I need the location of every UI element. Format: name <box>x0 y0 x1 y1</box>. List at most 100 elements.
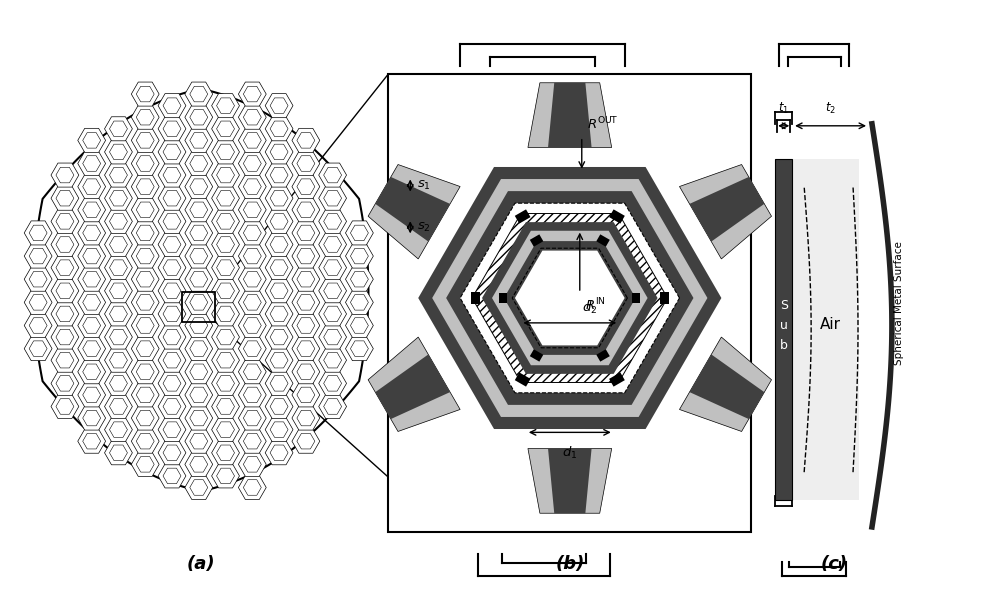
Text: b: b <box>780 339 788 352</box>
Polygon shape <box>105 233 132 256</box>
Polygon shape <box>292 174 320 199</box>
Polygon shape <box>319 278 347 303</box>
Polygon shape <box>105 117 132 141</box>
Polygon shape <box>238 314 266 337</box>
Text: $s_2$: $s_2$ <box>417 221 431 234</box>
Polygon shape <box>319 233 347 256</box>
Polygon shape <box>265 348 293 372</box>
Polygon shape <box>212 186 239 210</box>
Polygon shape <box>265 256 293 280</box>
Polygon shape <box>292 244 320 268</box>
Polygon shape <box>212 233 239 256</box>
Polygon shape <box>690 355 764 419</box>
Polygon shape <box>212 302 239 326</box>
Polygon shape <box>185 429 213 453</box>
Polygon shape <box>292 152 320 176</box>
Polygon shape <box>51 371 79 395</box>
Polygon shape <box>78 221 106 245</box>
Polygon shape <box>185 267 213 291</box>
Polygon shape <box>131 406 159 430</box>
Polygon shape <box>24 221 52 245</box>
Text: $d_1$: $d_1$ <box>562 445 578 461</box>
Polygon shape <box>131 383 159 407</box>
Polygon shape <box>51 163 79 187</box>
Polygon shape <box>265 233 293 256</box>
Polygon shape <box>105 256 132 280</box>
Polygon shape <box>105 140 132 164</box>
Polygon shape <box>265 163 293 187</box>
Polygon shape <box>319 302 347 326</box>
Text: u: u <box>780 320 788 333</box>
Polygon shape <box>105 418 132 441</box>
Polygon shape <box>185 105 213 129</box>
Text: $R^{\rm IN}$: $R^{\rm IN}$ <box>585 297 606 314</box>
Polygon shape <box>105 163 132 187</box>
Polygon shape <box>212 209 239 233</box>
Polygon shape <box>158 464 186 488</box>
Polygon shape <box>632 293 640 303</box>
Polygon shape <box>460 203 680 393</box>
Polygon shape <box>212 371 239 395</box>
Polygon shape <box>24 290 52 314</box>
Text: Spherical Metal Surface: Spherical Metal Surface <box>894 241 904 365</box>
Polygon shape <box>158 140 186 164</box>
Polygon shape <box>528 83 612 148</box>
Polygon shape <box>51 394 79 418</box>
Polygon shape <box>158 302 186 326</box>
Polygon shape <box>319 348 347 372</box>
Polygon shape <box>185 174 213 199</box>
Text: $s_1$: $s_1$ <box>417 179 431 192</box>
Polygon shape <box>185 290 213 314</box>
Polygon shape <box>238 174 266 199</box>
Polygon shape <box>319 209 347 233</box>
Polygon shape <box>185 337 213 361</box>
Polygon shape <box>238 475 266 500</box>
Polygon shape <box>238 360 266 384</box>
Polygon shape <box>78 314 106 337</box>
Bar <box>775 159 792 500</box>
Polygon shape <box>131 198 159 222</box>
Polygon shape <box>515 250 625 346</box>
Polygon shape <box>609 209 625 224</box>
Polygon shape <box>51 186 79 210</box>
Polygon shape <box>504 241 636 355</box>
Polygon shape <box>158 441 186 465</box>
Polygon shape <box>238 452 266 477</box>
Polygon shape <box>609 372 625 387</box>
Polygon shape <box>212 441 239 465</box>
Polygon shape <box>265 140 293 164</box>
Polygon shape <box>131 360 159 384</box>
Polygon shape <box>212 464 239 488</box>
Polygon shape <box>292 383 320 407</box>
Polygon shape <box>345 290 373 314</box>
Polygon shape <box>238 267 266 291</box>
Polygon shape <box>105 186 132 210</box>
Polygon shape <box>212 93 239 118</box>
Polygon shape <box>131 267 159 291</box>
Text: $d_2$: $d_2$ <box>582 300 597 316</box>
Polygon shape <box>105 348 132 372</box>
Polygon shape <box>345 244 373 268</box>
Polygon shape <box>51 302 79 326</box>
Polygon shape <box>185 221 213 245</box>
Polygon shape <box>238 406 266 430</box>
Polygon shape <box>131 429 159 453</box>
Polygon shape <box>345 267 373 291</box>
Polygon shape <box>78 337 106 361</box>
Polygon shape <box>158 93 186 118</box>
Polygon shape <box>78 360 106 384</box>
Polygon shape <box>78 244 106 268</box>
Polygon shape <box>212 278 239 303</box>
Polygon shape <box>158 325 186 349</box>
Polygon shape <box>51 325 79 349</box>
Polygon shape <box>185 383 213 407</box>
Polygon shape <box>292 429 320 453</box>
Polygon shape <box>158 418 186 441</box>
Polygon shape <box>292 360 320 384</box>
Text: (c): (c) <box>821 555 848 573</box>
Polygon shape <box>446 191 693 405</box>
Polygon shape <box>78 152 106 176</box>
Polygon shape <box>418 167 721 429</box>
Polygon shape <box>238 383 266 407</box>
Polygon shape <box>472 214 668 383</box>
